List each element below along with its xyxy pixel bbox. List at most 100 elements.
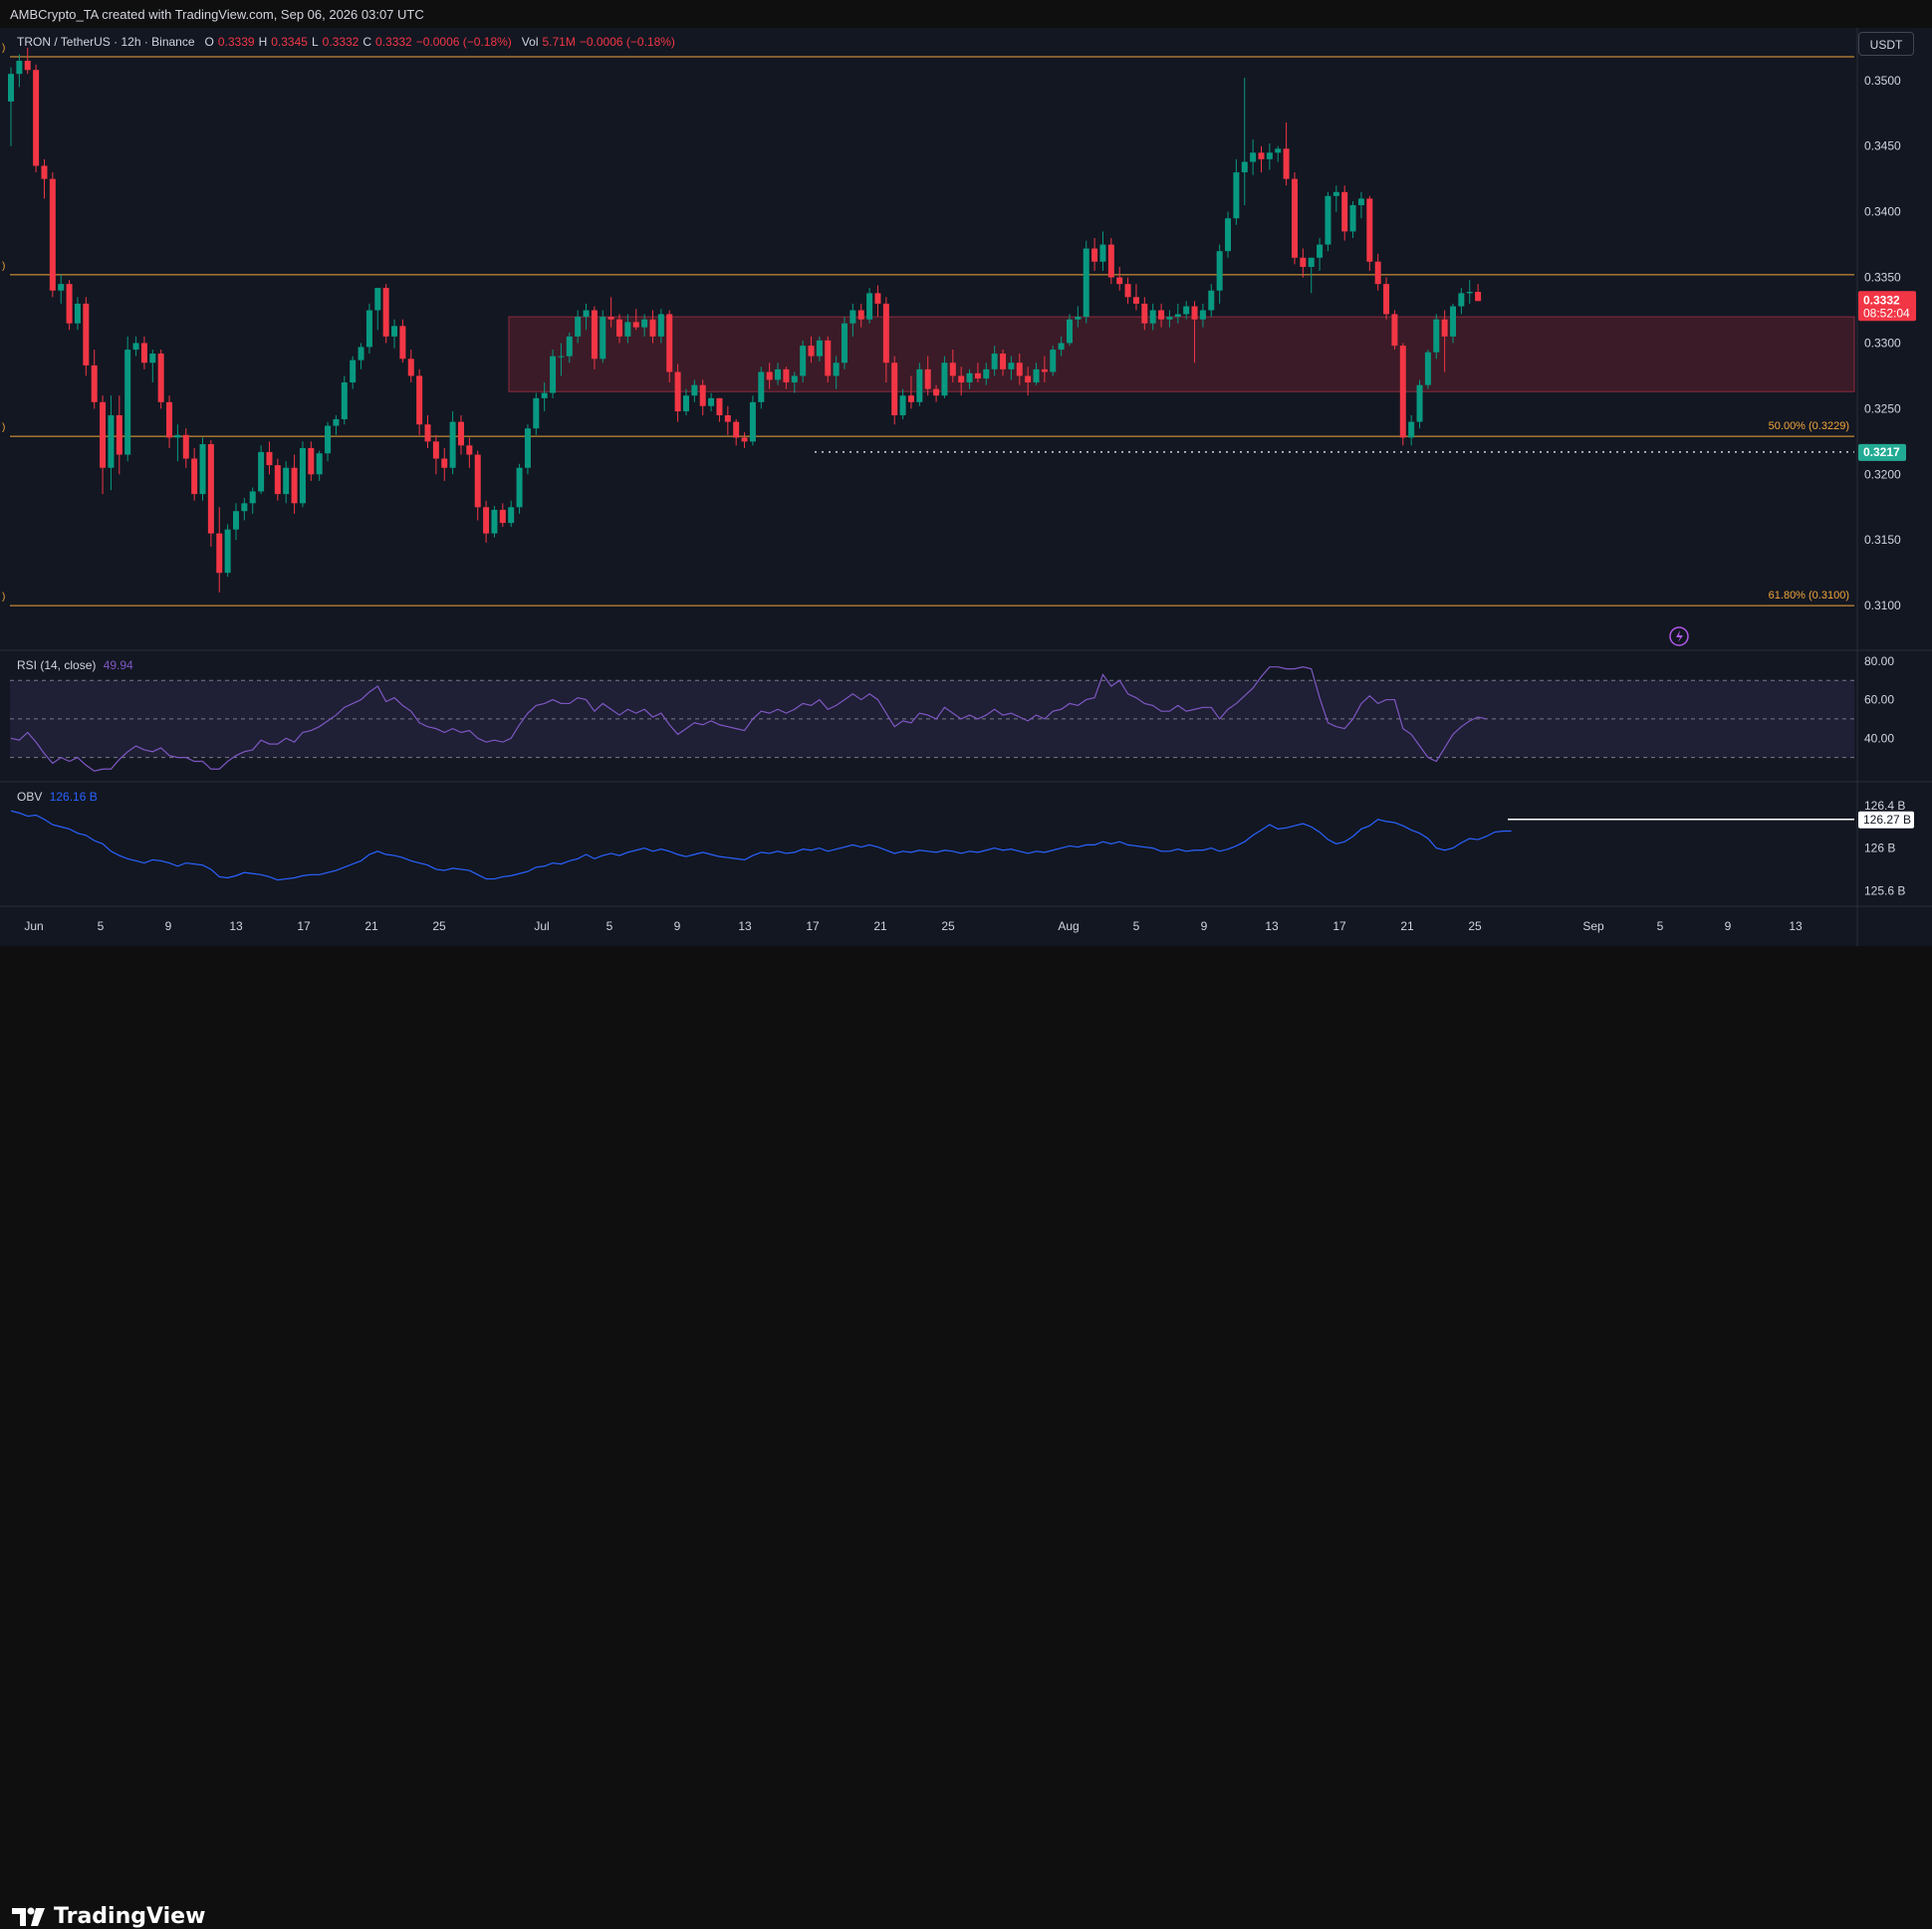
- candle-body[interactable]: [166, 401, 173, 438]
- obv-line[interactable]: [10, 810, 1512, 881]
- candle-body[interactable]: [641, 319, 648, 328]
- candle-body[interactable]: [575, 317, 582, 337]
- candle-body[interactable]: [566, 336, 573, 357]
- demand-zone[interactable]: [508, 316, 1855, 392]
- candle-body[interactable]: [825, 340, 832, 376]
- candle-body[interactable]: [533, 397, 540, 429]
- candle-body[interactable]: [41, 165, 48, 179]
- candle-body[interactable]: [191, 458, 198, 495]
- candle-body[interactable]: [1041, 368, 1048, 372]
- candle-body[interactable]: [124, 350, 131, 455]
- candle-body[interactable]: [1116, 277, 1123, 285]
- candle-body[interactable]: [916, 368, 923, 402]
- candle-body[interactable]: [941, 362, 948, 396]
- candle-body[interactable]: [1233, 172, 1240, 219]
- legend-symbol[interactable]: TRON / TetherUS · 12h · Binance: [17, 35, 195, 49]
- candle-body[interactable]: [607, 317, 614, 320]
- candle-body[interactable]: [1050, 350, 1057, 372]
- candle-body[interactable]: [1124, 284, 1131, 298]
- candle-body[interactable]: [1191, 306, 1198, 320]
- candle-body[interactable]: [149, 354, 156, 363]
- candle-body[interactable]: [358, 347, 364, 361]
- candle-body[interactable]: [899, 395, 906, 415]
- candle-body[interactable]: [674, 371, 681, 412]
- candle-body[interactable]: [365, 310, 372, 348]
- candle-body[interactable]: [949, 362, 956, 376]
- candle-body[interactable]: [857, 310, 864, 320]
- candle-body[interactable]: [1174, 314, 1181, 318]
- candle-body[interactable]: [224, 529, 231, 574]
- symbol-legend[interactable]: TRON / TetherUS · 12h · Binance O 0.3339 …: [17, 35, 675, 49]
- candle-body[interactable]: [24, 61, 31, 71]
- candle-body[interactable]: [1366, 198, 1373, 262]
- candle-body[interactable]: [299, 447, 306, 504]
- candle-body[interactable]: [783, 368, 790, 383]
- candle-body[interactable]: [933, 388, 940, 396]
- candle-body[interactable]: [849, 310, 856, 324]
- candle-body[interactable]: [499, 509, 506, 524]
- candle-body[interactable]: [524, 428, 531, 468]
- candle-body[interactable]: [833, 362, 840, 376]
- candle-body[interactable]: [924, 368, 931, 389]
- candle-body[interactable]: [49, 178, 56, 291]
- candle-body[interactable]: [1083, 248, 1089, 318]
- candle-body[interactable]: [1275, 148, 1282, 153]
- obv-pane-title[interactable]: OBV 126.16 B: [17, 790, 98, 804]
- candle-body[interactable]: [1383, 284, 1390, 315]
- candle-body[interactable]: [157, 354, 164, 402]
- candle-body[interactable]: [116, 414, 122, 455]
- candle-body[interactable]: [1374, 261, 1381, 285]
- candle-body[interactable]: [432, 441, 439, 459]
- candle-body[interactable]: [583, 310, 590, 318]
- candle-body[interactable]: [699, 384, 706, 406]
- candle-body[interactable]: [1291, 178, 1298, 258]
- candle-body[interactable]: [1433, 319, 1440, 353]
- candle-body[interactable]: [1107, 244, 1114, 278]
- candle-body[interactable]: [140, 343, 147, 363]
- candle-body[interactable]: [266, 451, 273, 466]
- support-price-tag[interactable]: [1858, 443, 1906, 461]
- candle-body[interactable]: [1391, 314, 1398, 347]
- candle-body[interactable]: [1166, 317, 1173, 320]
- candle-body[interactable]: [708, 397, 715, 406]
- candle-body[interactable]: [1408, 421, 1415, 438]
- candle-body[interactable]: [1075, 317, 1082, 320]
- candle-body[interactable]: [474, 454, 481, 508]
- candle-body[interactable]: [1132, 297, 1139, 304]
- candle-body[interactable]: [350, 360, 357, 383]
- candle-body[interactable]: [1025, 375, 1032, 383]
- candle-body[interactable]: [541, 392, 548, 398]
- candle-body[interactable]: [1266, 152, 1273, 159]
- candle-body[interactable]: [132, 343, 139, 351]
- candle-body[interactable]: [407, 359, 414, 376]
- candle-body[interactable]: [1250, 152, 1257, 162]
- candle-body[interactable]: [199, 444, 206, 495]
- candle-body[interactable]: [424, 424, 431, 442]
- candle-body[interactable]: [766, 371, 773, 380]
- candle-body[interactable]: [1283, 148, 1290, 179]
- candle-body[interactable]: [8, 74, 14, 102]
- candle-body[interactable]: [724, 414, 731, 422]
- candle-body[interactable]: [800, 346, 807, 376]
- candle-body[interactable]: [74, 303, 81, 324]
- candle-body[interactable]: [66, 284, 73, 324]
- candle-body[interactable]: [249, 491, 256, 504]
- candle-body[interactable]: [682, 395, 689, 412]
- candle-body[interactable]: [174, 434, 181, 438]
- candle-body[interactable]: [83, 303, 90, 365]
- candle-body[interactable]: [1441, 319, 1448, 337]
- candle-body[interactable]: [624, 322, 631, 337]
- candle-body[interactable]: [1141, 303, 1148, 324]
- candle-body[interactable]: [1099, 244, 1106, 262]
- candle-body[interactable]: [1308, 257, 1315, 268]
- candle-body[interactable]: [1058, 343, 1065, 351]
- candle-body[interactable]: [1416, 384, 1423, 422]
- candle-body[interactable]: [416, 375, 423, 425]
- candle-body[interactable]: [1225, 218, 1232, 252]
- candle-body[interactable]: [325, 425, 332, 454]
- candle-body[interactable]: [100, 401, 107, 468]
- candle-body[interactable]: [1016, 362, 1023, 376]
- candle-body[interactable]: [666, 314, 673, 372]
- candle-body[interactable]: [616, 319, 623, 337]
- candle-body[interactable]: [775, 368, 782, 380]
